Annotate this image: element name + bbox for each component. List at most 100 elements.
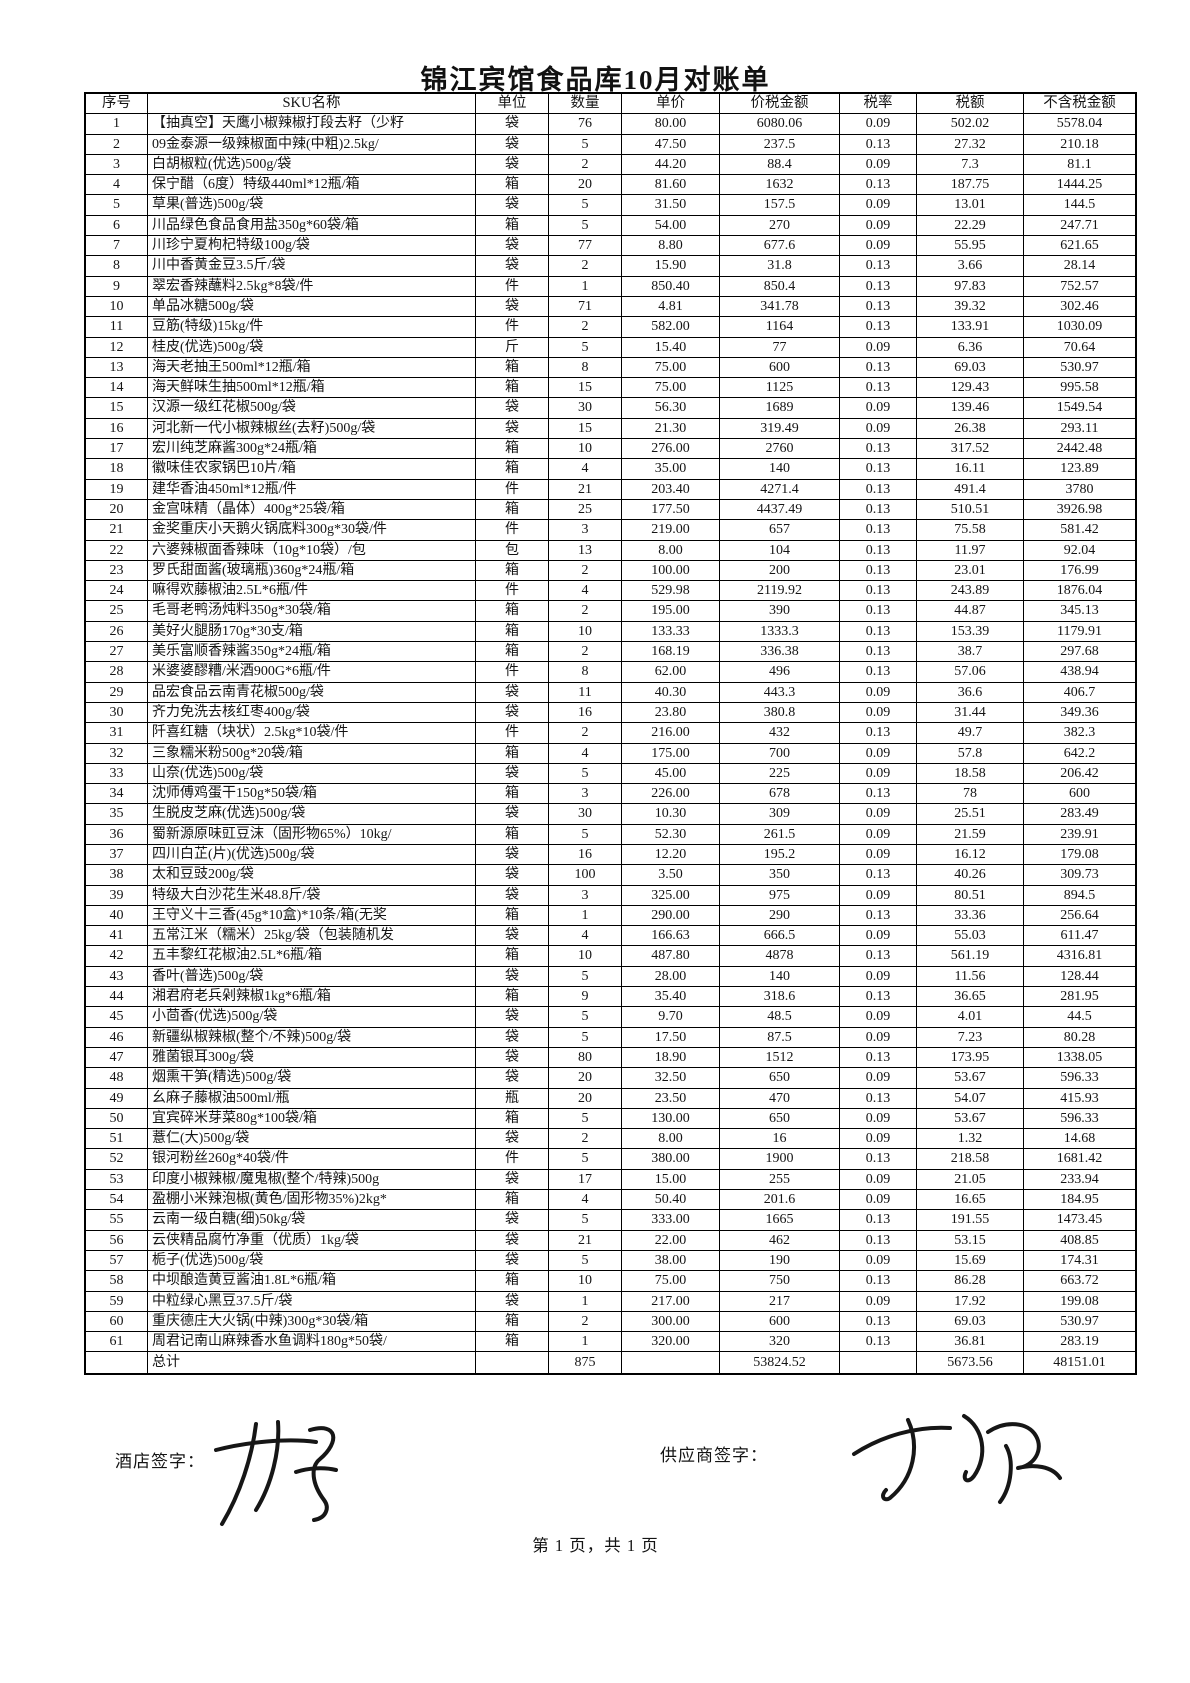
- cell-amount-with-tax: 443.3: [719, 681, 840, 703]
- cell-no: 18: [84, 458, 148, 480]
- cell-sku-name: 银河粉丝260g*40袋/件: [147, 1148, 476, 1170]
- cell-unit: 袋: [475, 1229, 549, 1251]
- cell-tax-rate: 0.09: [839, 925, 917, 947]
- cell-tax-rate: 0.09: [839, 194, 917, 216]
- cell-qty: 3: [548, 519, 622, 541]
- cell-tax-rate: 0.09: [839, 803, 917, 825]
- cell-tax-rate: 0.09: [839, 742, 917, 764]
- table-row: 15 汉源一级红花椒500g/袋袋 30 56.30 1689 0.09 139.46 154…: [84, 397, 1137, 419]
- cell-tax-amount: 23.01: [916, 559, 1024, 582]
- table-row: 7 川珍宁夏枸杞特级100g/袋袋 77 8.80 677.6 0.09 55.95 621.…: [84, 235, 1137, 257]
- cell-tax-amount: 5673.56: [916, 1351, 1024, 1375]
- cell-amount-without-tax: 14.68: [1023, 1128, 1137, 1150]
- cell-tax-amount: 53.67: [916, 1107, 1024, 1130]
- cell-tax-rate: [839, 1351, 917, 1375]
- cell-sku-name: 米婆婆醪糟/米酒900G*6瓶/件: [147, 661, 476, 683]
- cell-tax-rate: 0.13: [839, 600, 917, 622]
- cell-tax-amount: 53.15: [916, 1229, 1024, 1251]
- cell-amount-without-tax: 80.28: [1023, 1026, 1137, 1048]
- cell-amount-with-tax: 678: [719, 783, 840, 805]
- cell-unit: 箱: [475, 986, 549, 1008]
- cell-unit-price: 219.00: [621, 519, 720, 541]
- cell-unit: 袋: [475, 884, 549, 906]
- cell-qty: 10: [548, 945, 622, 967]
- cell-unit-price: 56.30: [621, 397, 720, 419]
- cell-amount-without-tax: 1549.54: [1023, 397, 1137, 419]
- cell-no: 59: [84, 1290, 148, 1312]
- cell-tax-rate: 0.13: [839, 580, 917, 602]
- cell-no: 32: [84, 742, 148, 764]
- cell-sku-name: 盈棚小米辣泡椒(黄色/固形物35%)2kg*: [147, 1189, 476, 1211]
- cell-amount-without-tax: 752.57: [1023, 275, 1137, 297]
- cell-tax-rate: 0.09: [839, 214, 917, 237]
- page-title: 锦江宾馆食品库10月对账单: [420, 65, 771, 95]
- cell-qty: 20: [548, 174, 622, 196]
- cell-tax-amount: 3.66: [916, 255, 1024, 277]
- cell-unit-price: 195.00: [621, 600, 720, 622]
- cell-qty: 2: [548, 153, 622, 176]
- cell-tax-amount: 27.32: [916, 133, 1024, 155]
- cell-unit: 袋: [475, 255, 549, 277]
- cell-tax-rate: 0.13: [839, 458, 917, 480]
- cell-amount-with-tax: 225: [719, 762, 840, 785]
- cell-tax-amount: 57.8: [916, 742, 1024, 764]
- cell-sku-name: 云南一级白糖(细)50kg/袋: [147, 1209, 476, 1231]
- cell-tax-rate: 0.13: [839, 498, 917, 521]
- cell-unit-price: 8.00: [621, 539, 720, 561]
- cell-qty: 5: [548, 1026, 622, 1048]
- cell-sku-name: 金奖重庆小天鹅火锅底料300g*30袋/件: [147, 519, 476, 541]
- cell-unit: 箱: [475, 1331, 549, 1353]
- cell-tax-rate: 0.13: [839, 255, 917, 277]
- cell-unit: 袋: [475, 1290, 549, 1312]
- cell-unit-price: 12.20: [621, 843, 720, 866]
- cell-tax-rate: 0.09: [839, 1249, 917, 1272]
- cell-no: 24: [84, 580, 148, 602]
- cell-no: 30: [84, 701, 148, 724]
- table-row: 45 小茴香(优选)500g/袋袋 5 9.70 48.5 0.09 4.01 44.5: [84, 1006, 1137, 1028]
- cell-no: 45: [84, 1006, 148, 1028]
- table-row: 39 特级大白沙花生米48.8斤/袋袋 3 325.00 975 0.09 80.51 894…: [84, 884, 1137, 906]
- cell-amount-without-tax: 70.64: [1023, 336, 1137, 358]
- cell-unit-price: 177.50: [621, 498, 720, 521]
- cell-amount-with-tax: 318.6: [719, 986, 840, 1008]
- cell-unit: 袋: [475, 1046, 549, 1069]
- cell-tax-rate: 0.09: [839, 884, 917, 906]
- cell-amount-without-tax: 81.1: [1023, 153, 1137, 176]
- cell-no: 22: [84, 539, 148, 561]
- cell-tax-rate: 0.13: [839, 661, 917, 683]
- cell-unit: 袋: [475, 397, 549, 419]
- cell-amount-without-tax: 233.94: [1023, 1168, 1137, 1191]
- cell-no: 47: [84, 1046, 148, 1069]
- cell-amount-with-tax: 432: [719, 722, 840, 744]
- cell-amount-without-tax: 199.08: [1023, 1290, 1137, 1312]
- cell-no: 6: [84, 214, 148, 237]
- cell-unit-price: 203.40: [621, 478, 720, 500]
- cell-qty: 21: [548, 478, 622, 500]
- cell-amount-without-tax: 48151.01: [1023, 1351, 1137, 1375]
- cell-sku-name: 桂皮(优选)500g/袋: [147, 336, 476, 358]
- cell-sku-name: 齐力免洗去核红枣400g/袋: [147, 701, 476, 724]
- cell-amount-with-tax: 496: [719, 661, 840, 683]
- cell-no: 19: [84, 478, 148, 500]
- cell-tax-rate: 0.13: [839, 174, 917, 196]
- cell-amount-with-tax: 4271.4: [719, 478, 840, 500]
- cell-tax-amount: 33.36: [916, 904, 1024, 927]
- table-row: 47 雅菌银耳300g/袋袋 80 18.90 1512 0.13 173.95 1338.0…: [84, 1046, 1137, 1069]
- cell-tax-amount: 11.56: [916, 965, 1024, 988]
- cell-qty: 5: [548, 214, 622, 237]
- cell-qty: 3: [548, 783, 622, 805]
- cell-tax-rate: 0.09: [839, 1168, 917, 1191]
- cell-sku-name: 嘛得欢藤椒油2.5L*6瓶/件: [147, 580, 476, 602]
- cell-unit-price: 81.60: [621, 174, 720, 196]
- total-row: 总计 875 53824.52 5673.56 48151.01: [84, 1351, 1137, 1375]
- cell-amount-without-tax: 5578.04: [1023, 113, 1137, 135]
- table-row: 4 保宁醋（6度）特级440ml*12瓶/箱箱 20 81.60 1632 0.13 187…: [84, 174, 1137, 196]
- cell-tax-amount: 49.7: [916, 722, 1024, 744]
- table-row: 49 幺麻子藤椒油500ml/瓶瓶 20 23.50 470 0.13 54.07 415.9…: [84, 1087, 1137, 1109]
- cell-unit: 箱: [475, 214, 549, 237]
- cell-sku-name: 四川白芷(片)(优选)500g/袋: [147, 843, 476, 866]
- cell-qty: 5: [548, 965, 622, 988]
- cell-tax-amount: 38.7: [916, 641, 1024, 663]
- cell-no: 48: [84, 1067, 148, 1089]
- cell-tax-amount: 491.4: [916, 478, 1024, 500]
